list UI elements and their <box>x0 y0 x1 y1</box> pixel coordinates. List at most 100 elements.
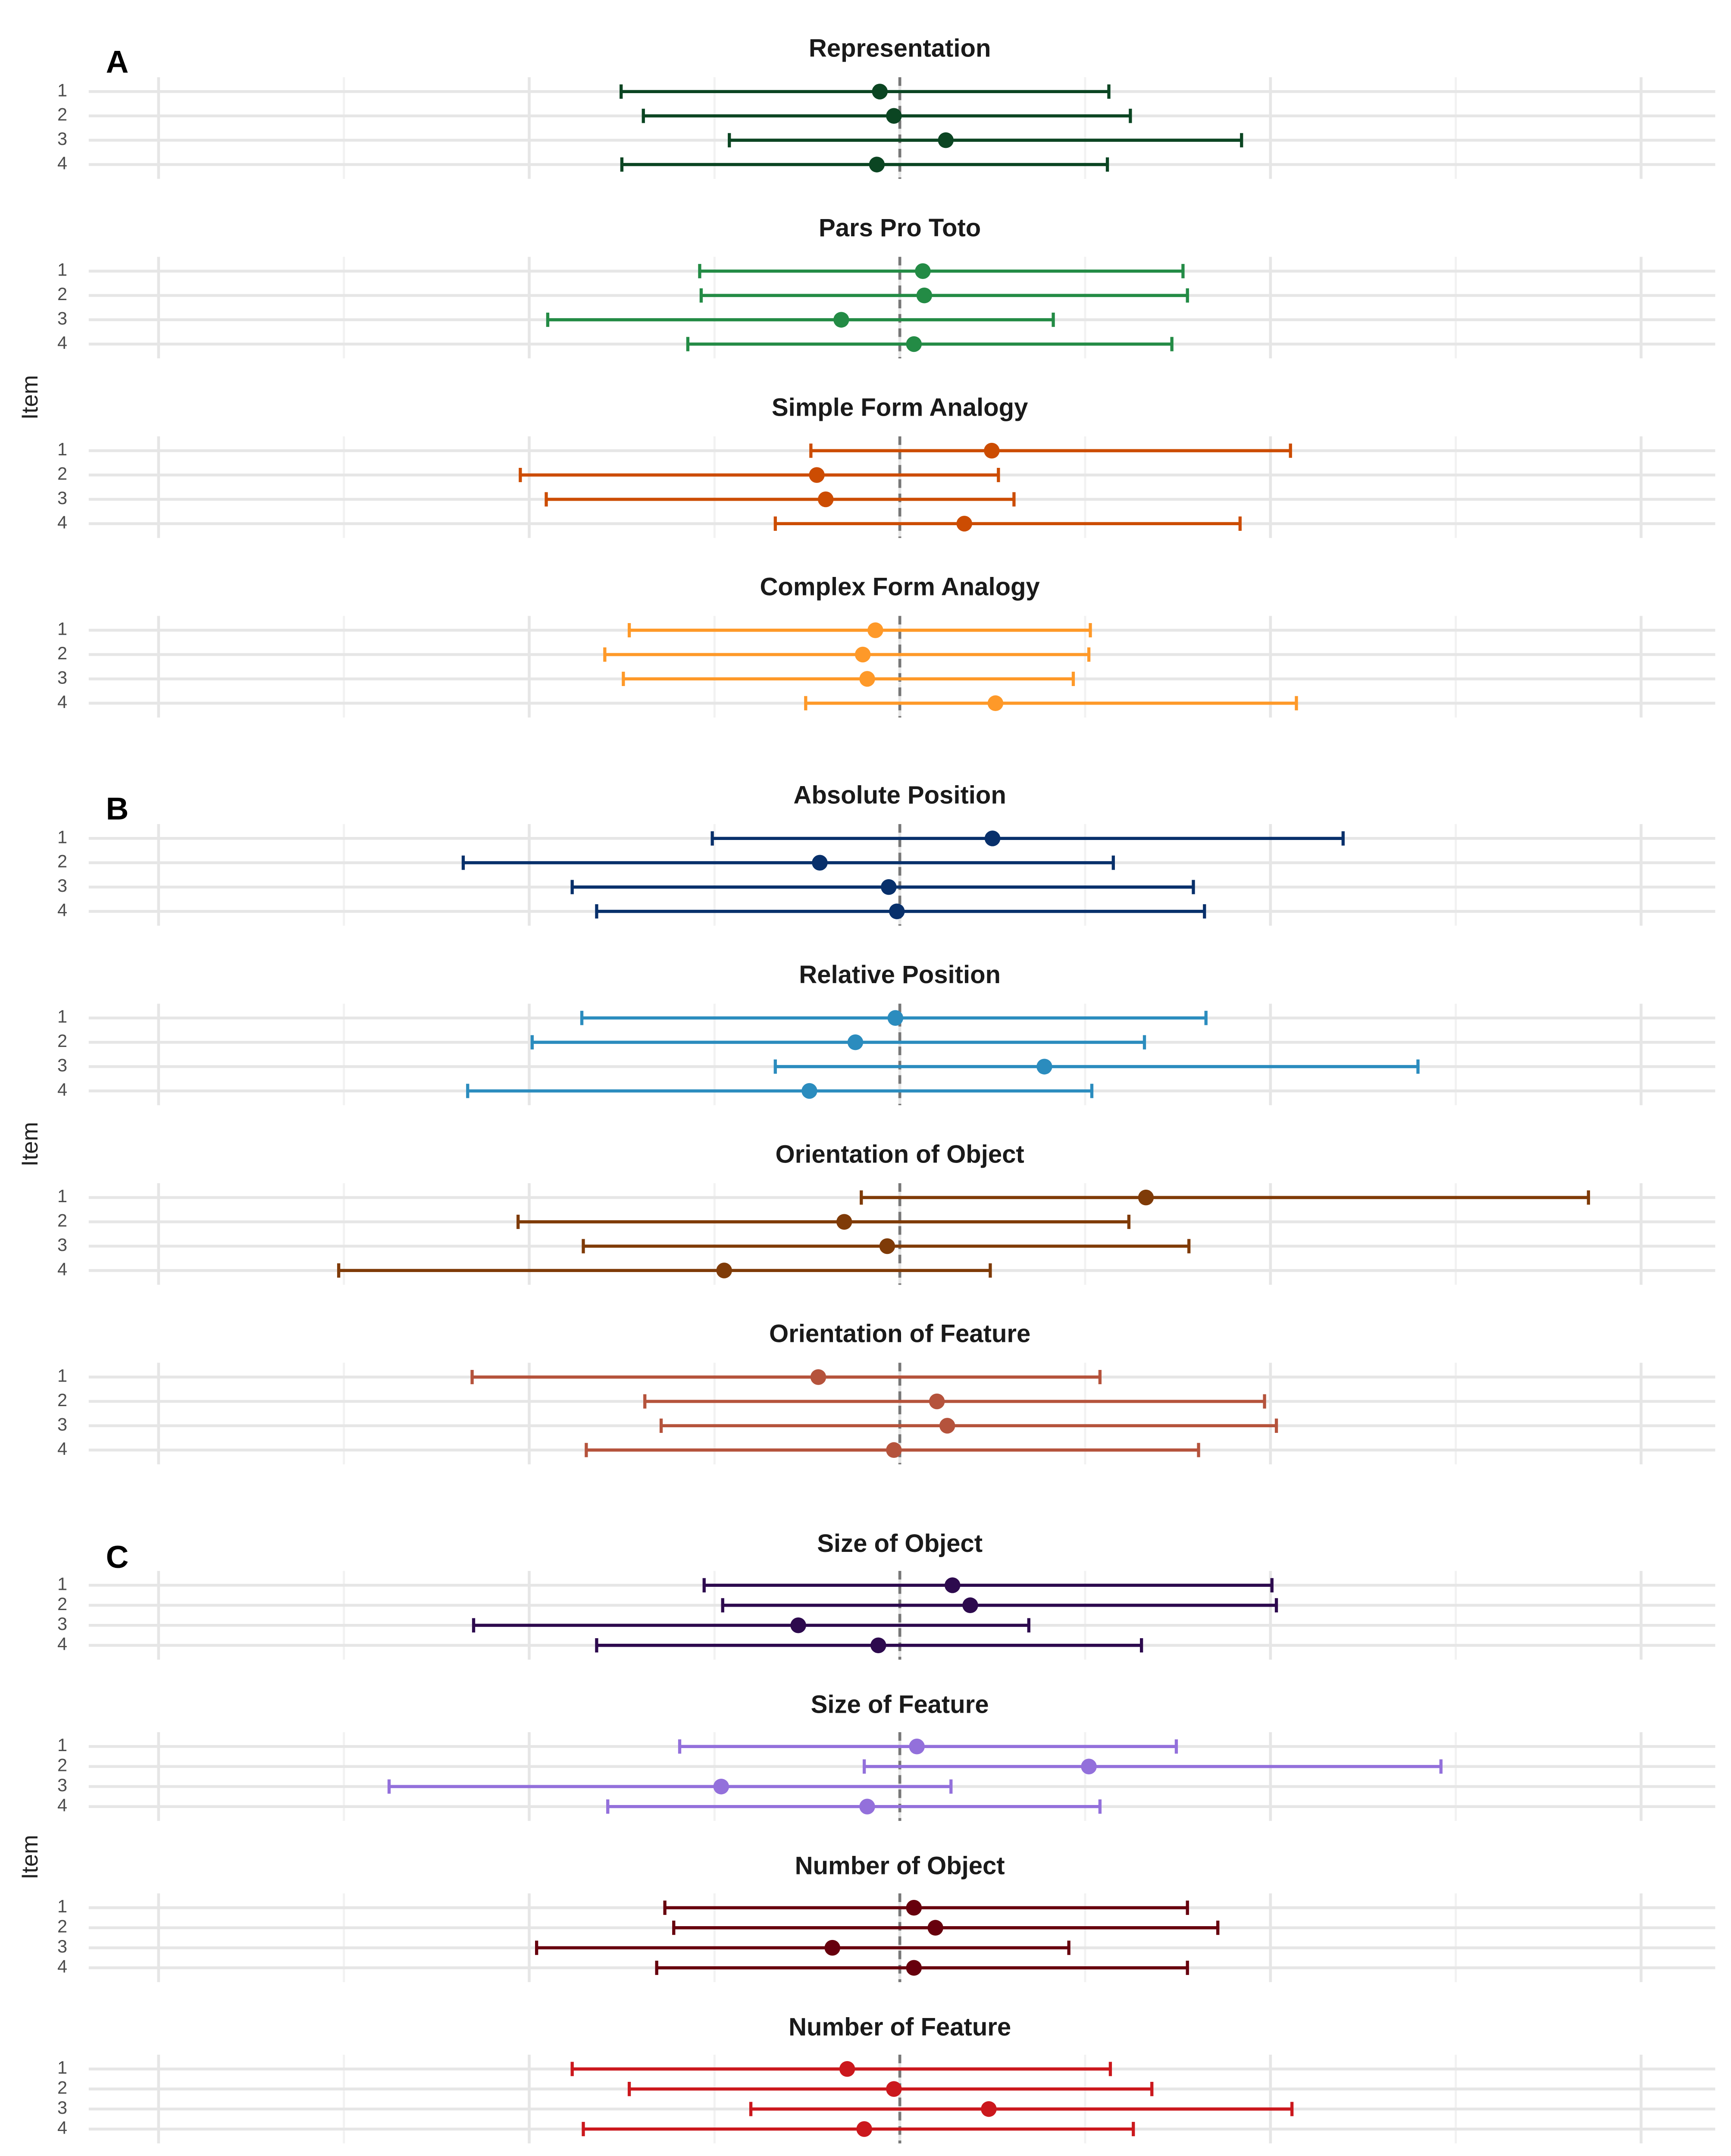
point-estimate <box>859 671 875 687</box>
y-tick-label: 1 <box>57 2057 67 2078</box>
y-axis-title: Item <box>17 1835 43 1879</box>
y-tick-label: 3 <box>57 1775 67 1795</box>
y-tick-label: 3 <box>57 667 67 687</box>
y-tick-label: 4 <box>57 692 67 712</box>
group-label: A <box>106 45 129 80</box>
y-tick-label: 3 <box>57 875 67 896</box>
point-estimate <box>867 622 883 638</box>
y-tick-label: 3 <box>57 1235 67 1255</box>
panel-title: Complex Form Analogy <box>760 573 1039 601</box>
point-estimate <box>872 84 888 100</box>
y-tick-label: 4 <box>57 153 67 173</box>
point-estimate <box>927 1920 943 1936</box>
point-estimate <box>855 646 871 663</box>
y-tick-label: 1 <box>57 1896 67 1916</box>
point-estimate <box>886 2081 902 2097</box>
point-estimate <box>906 1960 922 1976</box>
point-estimate <box>881 879 897 895</box>
point-estimate <box>962 1597 978 1614</box>
panel-title: Representation <box>809 34 991 62</box>
panel-title: Orientation of Feature <box>769 1320 1030 1348</box>
point-estimate <box>909 1739 925 1755</box>
point-estimate <box>886 1442 902 1458</box>
point-estimate <box>915 263 931 279</box>
panel-title: Simple Form Analogy <box>772 393 1028 421</box>
x-tick-label: 0.5 <box>1252 2153 1288 2156</box>
y-tick-label: 2 <box>57 104 67 125</box>
y-tick-label: 3 <box>57 128 67 149</box>
point-estimate <box>906 1899 922 1916</box>
panel-title: Number of Feature <box>789 2013 1011 2041</box>
group-label: B <box>106 792 129 827</box>
y-tick-label: 4 <box>57 1079 67 1100</box>
y-tick-label: 1 <box>57 827 67 847</box>
point-estimate <box>929 1393 945 1410</box>
point-estimate <box>870 1637 886 1653</box>
point-estimate <box>938 132 954 148</box>
y-tick-label: 2 <box>57 1031 67 1051</box>
y-tick-label: 3 <box>57 1055 67 1075</box>
y-axis-title: Item <box>17 1122 43 1166</box>
y-tick-label: 2 <box>57 1916 67 1937</box>
y-tick-label: 4 <box>57 1634 67 1654</box>
point-estimate <box>869 157 885 172</box>
y-tick-label: 4 <box>57 332 67 353</box>
y-tick-label: 4 <box>57 2117 67 2137</box>
panel-title: Number of Object <box>795 1852 1005 1880</box>
y-tick-label: 1 <box>57 1006 67 1027</box>
y-tick-label: 2 <box>57 464 67 484</box>
point-estimate <box>809 467 825 483</box>
point-estimate <box>713 1778 729 1795</box>
point-estimate <box>939 1418 955 1434</box>
point-estimate <box>984 442 1000 459</box>
y-tick-label: 4 <box>57 1438 67 1459</box>
point-estimate <box>1138 1189 1154 1206</box>
point-estimate <box>839 2061 855 2077</box>
point-estimate <box>817 491 834 508</box>
y-tick-label: 2 <box>57 1755 67 1775</box>
point-estimate <box>987 695 1004 711</box>
point-estimate <box>981 2101 997 2117</box>
point-estimate <box>836 1214 852 1230</box>
y-tick-label: 2 <box>57 1594 67 1614</box>
point-estimate <box>1081 1758 1097 1774</box>
point-estimate <box>856 2121 872 2137</box>
panel-title: Size of Feature <box>811 1691 989 1719</box>
y-tick-label: 2 <box>57 2078 67 2098</box>
y-tick-label: 2 <box>57 643 67 663</box>
point-estimate <box>916 287 933 304</box>
y-tick-label: 2 <box>57 284 67 304</box>
point-estimate <box>859 1799 875 1814</box>
y-tick-label: 3 <box>57 1414 67 1434</box>
panel-title: Size of Object <box>817 1529 983 1557</box>
point-estimate <box>887 1010 904 1026</box>
point-estimate <box>944 1577 961 1593</box>
y-tick-label: 1 <box>57 1186 67 1206</box>
panel-title: Absolute Position <box>793 781 1006 809</box>
point-estimate <box>716 1263 732 1279</box>
y-tick-label: 1 <box>57 619 67 639</box>
y-tick-label: 3 <box>57 488 67 508</box>
x-tick-label: -0.5 <box>507 2153 551 2156</box>
y-tick-label: 2 <box>57 851 67 871</box>
point-estimate <box>956 516 972 532</box>
y-tick-label: 4 <box>57 512 67 532</box>
y-tick-label: 3 <box>57 1936 67 1956</box>
y-tick-label: 1 <box>57 80 67 100</box>
point-estimate <box>812 855 828 871</box>
group-label: C <box>106 1540 129 1575</box>
point-estimate <box>810 1369 826 1385</box>
y-tick-label: 1 <box>57 1573 67 1594</box>
y-tick-label: 4 <box>57 900 67 920</box>
panel-title: Orientation of Object <box>775 1140 1024 1168</box>
point-estimate <box>833 312 849 328</box>
y-tick-label: 1 <box>57 1366 67 1386</box>
point-estimate <box>1036 1059 1052 1075</box>
panel-title: Relative Position <box>799 961 1001 989</box>
point-estimate <box>886 108 902 124</box>
x-tick-label: 1.0 <box>1623 2153 1659 2156</box>
panel-title: Pars Pro Toto <box>819 214 981 242</box>
